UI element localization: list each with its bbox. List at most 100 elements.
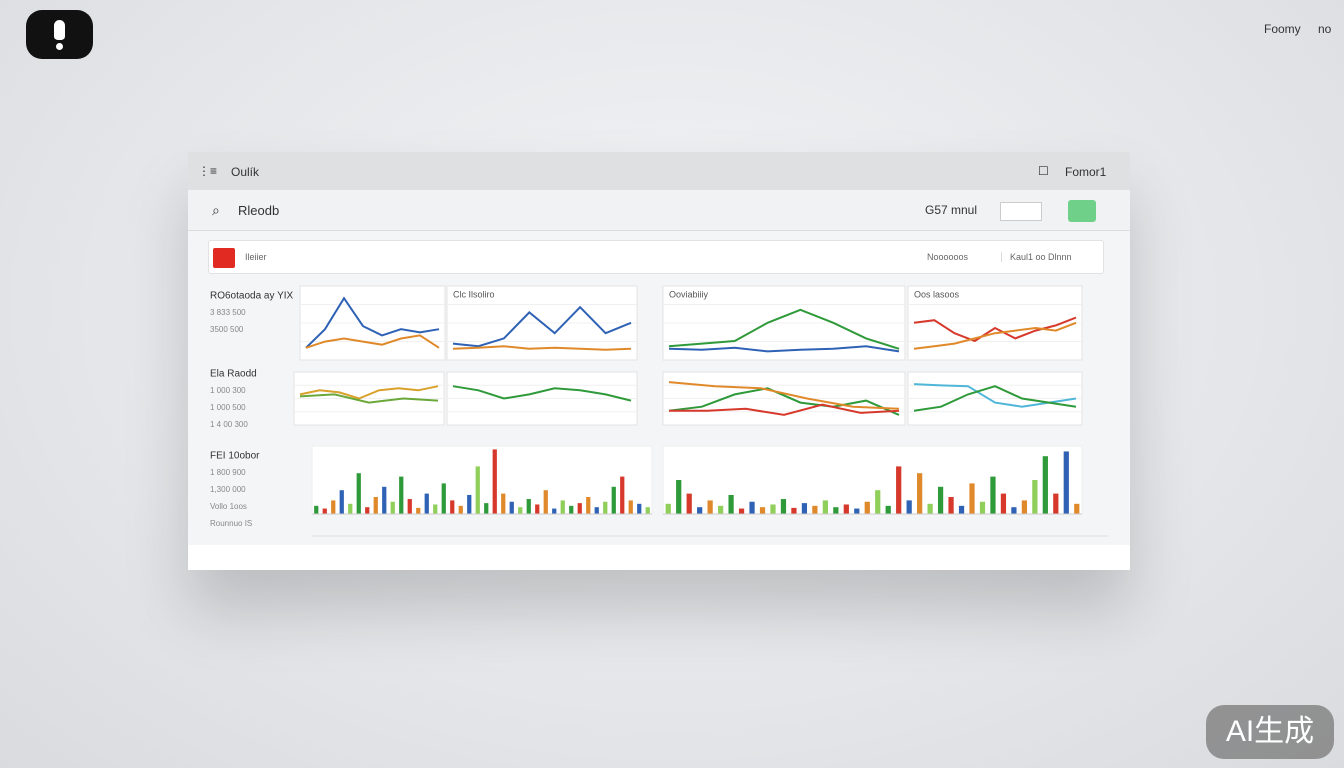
bar [1063, 451, 1069, 514]
bar [686, 493, 692, 514]
search-bar: ⌕ Rleodb G57 mnul [188, 190, 1130, 231]
bar [990, 476, 996, 514]
bar [365, 507, 370, 514]
tab-bar: Ileiier Noooooos Kaul1 oo Dlnnn [208, 240, 1104, 274]
bar [518, 507, 523, 514]
bar [628, 500, 633, 514]
line-series [452, 345, 632, 351]
bar [1074, 503, 1080, 514]
row-label: RO6otaoda ay YIX [210, 291, 294, 302]
search-icon[interactable]: ⌕ [212, 202, 220, 218]
bar [620, 476, 625, 514]
input-box[interactable] [1000, 202, 1042, 221]
bar [492, 449, 497, 514]
line-series [668, 308, 900, 350]
bar [637, 503, 642, 514]
bar [560, 500, 565, 514]
line-series [913, 316, 1077, 343]
row-sub-label: 1,300 000 [210, 485, 246, 494]
line-series [305, 334, 440, 349]
bar [1032, 480, 1038, 514]
row-sub-label: Rounnuo IS [210, 519, 252, 528]
bar [791, 507, 797, 514]
tab-icon[interactable] [213, 248, 235, 268]
bar [927, 503, 933, 514]
bar [543, 490, 548, 514]
bar [416, 507, 421, 514]
bar [535, 504, 540, 514]
bar [526, 499, 531, 514]
bar [770, 504, 776, 514]
row-sub-label: 3500 500 [210, 325, 244, 334]
bar [906, 500, 912, 514]
window-title: Oulík [231, 165, 260, 179]
line-series [299, 393, 439, 404]
bar [822, 500, 828, 514]
line-series [668, 387, 900, 416]
tab[interactable]: Noooooos [927, 252, 969, 262]
chart-panel [662, 445, 1083, 515]
bar [577, 503, 582, 514]
bar [979, 501, 986, 514]
panel-title: Oos lasoos [914, 289, 960, 299]
bar [509, 501, 514, 514]
bar [1011, 507, 1017, 514]
panel-title: Clc Ilsoliro [453, 289, 495, 299]
bar [1053, 493, 1059, 514]
row-sub-label: 1 800 900 [210, 468, 246, 477]
corner-link[interactable]: no [1318, 22, 1332, 36]
window-icon[interactable]: ☐ [1038, 164, 1049, 178]
line-series [668, 345, 900, 353]
title-bar: ⋮≡ Oulík ☐ Fomor1 [188, 152, 1130, 190]
bar [458, 505, 463, 514]
menu-icon[interactable]: ⋮≡ [198, 164, 218, 178]
bar [424, 493, 429, 514]
bar [356, 473, 361, 514]
bar [373, 497, 378, 514]
bar [407, 499, 412, 514]
bar [1000, 493, 1007, 514]
bar [1021, 500, 1028, 514]
bar [475, 466, 480, 514]
account-name[interactable]: Fomor1 [1065, 165, 1107, 179]
line-series [299, 385, 439, 400]
tab[interactable]: Kaul1 oo Dlnnn [1001, 252, 1072, 262]
bar [382, 486, 387, 514]
row-label: Ela Raodd [210, 369, 257, 380]
bar [603, 501, 608, 514]
bar [738, 508, 745, 514]
bar [467, 494, 472, 514]
bar [948, 497, 954, 514]
bar [937, 486, 944, 514]
bar [864, 501, 870, 514]
line-series [452, 305, 632, 348]
search-text[interactable]: Rleodb [238, 203, 280, 218]
bar [896, 466, 902, 514]
tab[interactable]: Ileiier [245, 252, 267, 262]
bar [450, 500, 455, 514]
logo[interactable] [26, 10, 93, 59]
bar [917, 473, 923, 514]
bar [348, 503, 353, 514]
line-series [305, 296, 440, 349]
bar [697, 507, 703, 514]
bar [665, 503, 671, 514]
panel-title: Ooviabiiiy [669, 289, 709, 299]
bar [717, 505, 724, 514]
bar [843, 504, 849, 514]
corner-link[interactable]: Foomy [1264, 22, 1301, 36]
line-series [913, 321, 1077, 350]
line-series [668, 381, 900, 410]
bar [833, 507, 839, 514]
bar [759, 507, 766, 514]
bar [314, 505, 319, 514]
line-series [913, 385, 1077, 412]
bar [594, 507, 599, 514]
line-series [669, 403, 900, 416]
bar [552, 508, 557, 514]
action-button[interactable] [1068, 200, 1096, 222]
bar [749, 501, 755, 514]
bar [586, 497, 591, 514]
